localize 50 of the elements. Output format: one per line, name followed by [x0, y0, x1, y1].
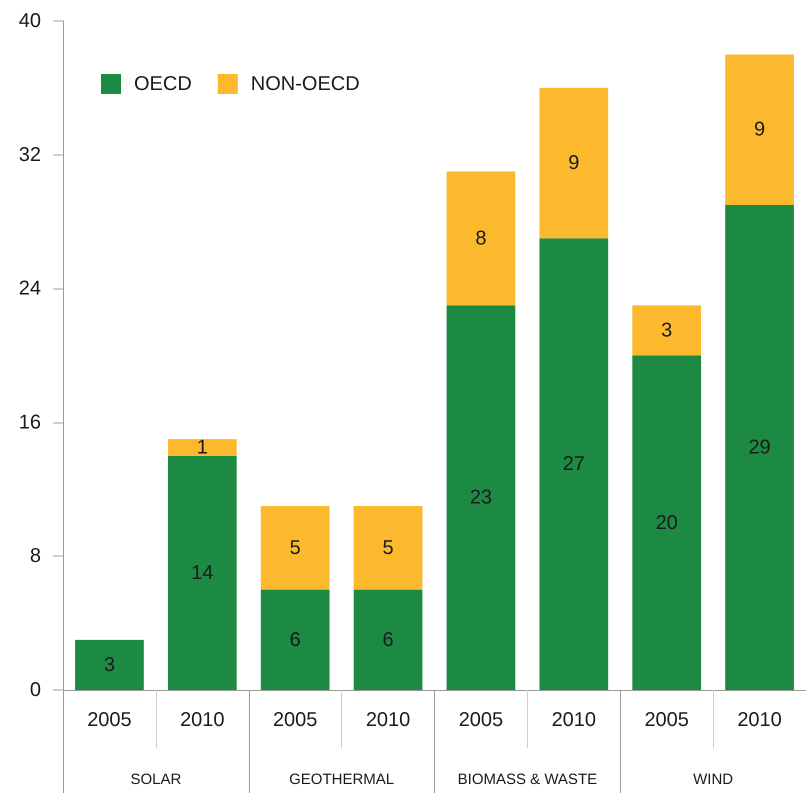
bar: [539, 238, 608, 690]
data-label: 14: [191, 562, 214, 584]
y-tick-label: 16: [18, 411, 41, 434]
data-label: 9: [568, 152, 580, 174]
x-tick-label: 2010: [737, 709, 782, 731]
bar: [354, 506, 422, 590]
data-label: 6: [290, 628, 301, 651]
y-tick-label: 0: [30, 679, 41, 701]
bar: [354, 590, 422, 690]
data-label: 23: [470, 486, 492, 509]
bar: [168, 456, 237, 690]
text: SOLAR: [130, 771, 182, 788]
y-tick-label: 8: [30, 545, 41, 568]
bar: [446, 172, 516, 306]
data-label: 29: [748, 436, 771, 458]
data-label: 3: [661, 319, 672, 342]
bar: [539, 88, 608, 238]
x-tick-label: 2005: [272, 709, 318, 731]
y-tick-label: 32: [18, 144, 41, 166]
x-tick-label: 2010: [180, 709, 225, 731]
data-label: 3: [104, 654, 115, 676]
y-tick-label: 24: [18, 278, 41, 300]
data-label: 9: [754, 118, 766, 141]
text: BIOMASS & WASTE: [458, 771, 598, 788]
y-tick-label: 40: [18, 10, 41, 32]
data-label: 27: [562, 453, 585, 476]
x-tick-label: 2005: [87, 709, 132, 731]
bar: [632, 356, 702, 690]
x-tick-label: 2010: [552, 709, 596, 731]
bar: [446, 305, 516, 690]
legend-label: NON-OECD: [250, 73, 360, 95]
data-label: 5: [290, 536, 301, 559]
data-label: 5: [382, 536, 394, 559]
data-label: 6: [382, 628, 394, 651]
legend-label: OECD: [134, 73, 192, 95]
bar: [260, 590, 330, 690]
text: WIND: [693, 771, 734, 788]
bar: [725, 204, 794, 690]
bar: [632, 305, 702, 356]
data-label: 20: [656, 512, 678, 534]
data-label: 8: [475, 227, 486, 250]
bar: [168, 439, 237, 456]
bar: [725, 54, 794, 205]
text: GEOTHERMAL: [289, 771, 394, 788]
x-tick-label: 2005: [458, 709, 504, 731]
x-tick-label: 2005: [644, 709, 689, 731]
data-label: 1: [196, 436, 208, 458]
bar: [75, 640, 144, 690]
x-tick-label: 2010: [366, 709, 410, 731]
bar: [260, 506, 330, 590]
